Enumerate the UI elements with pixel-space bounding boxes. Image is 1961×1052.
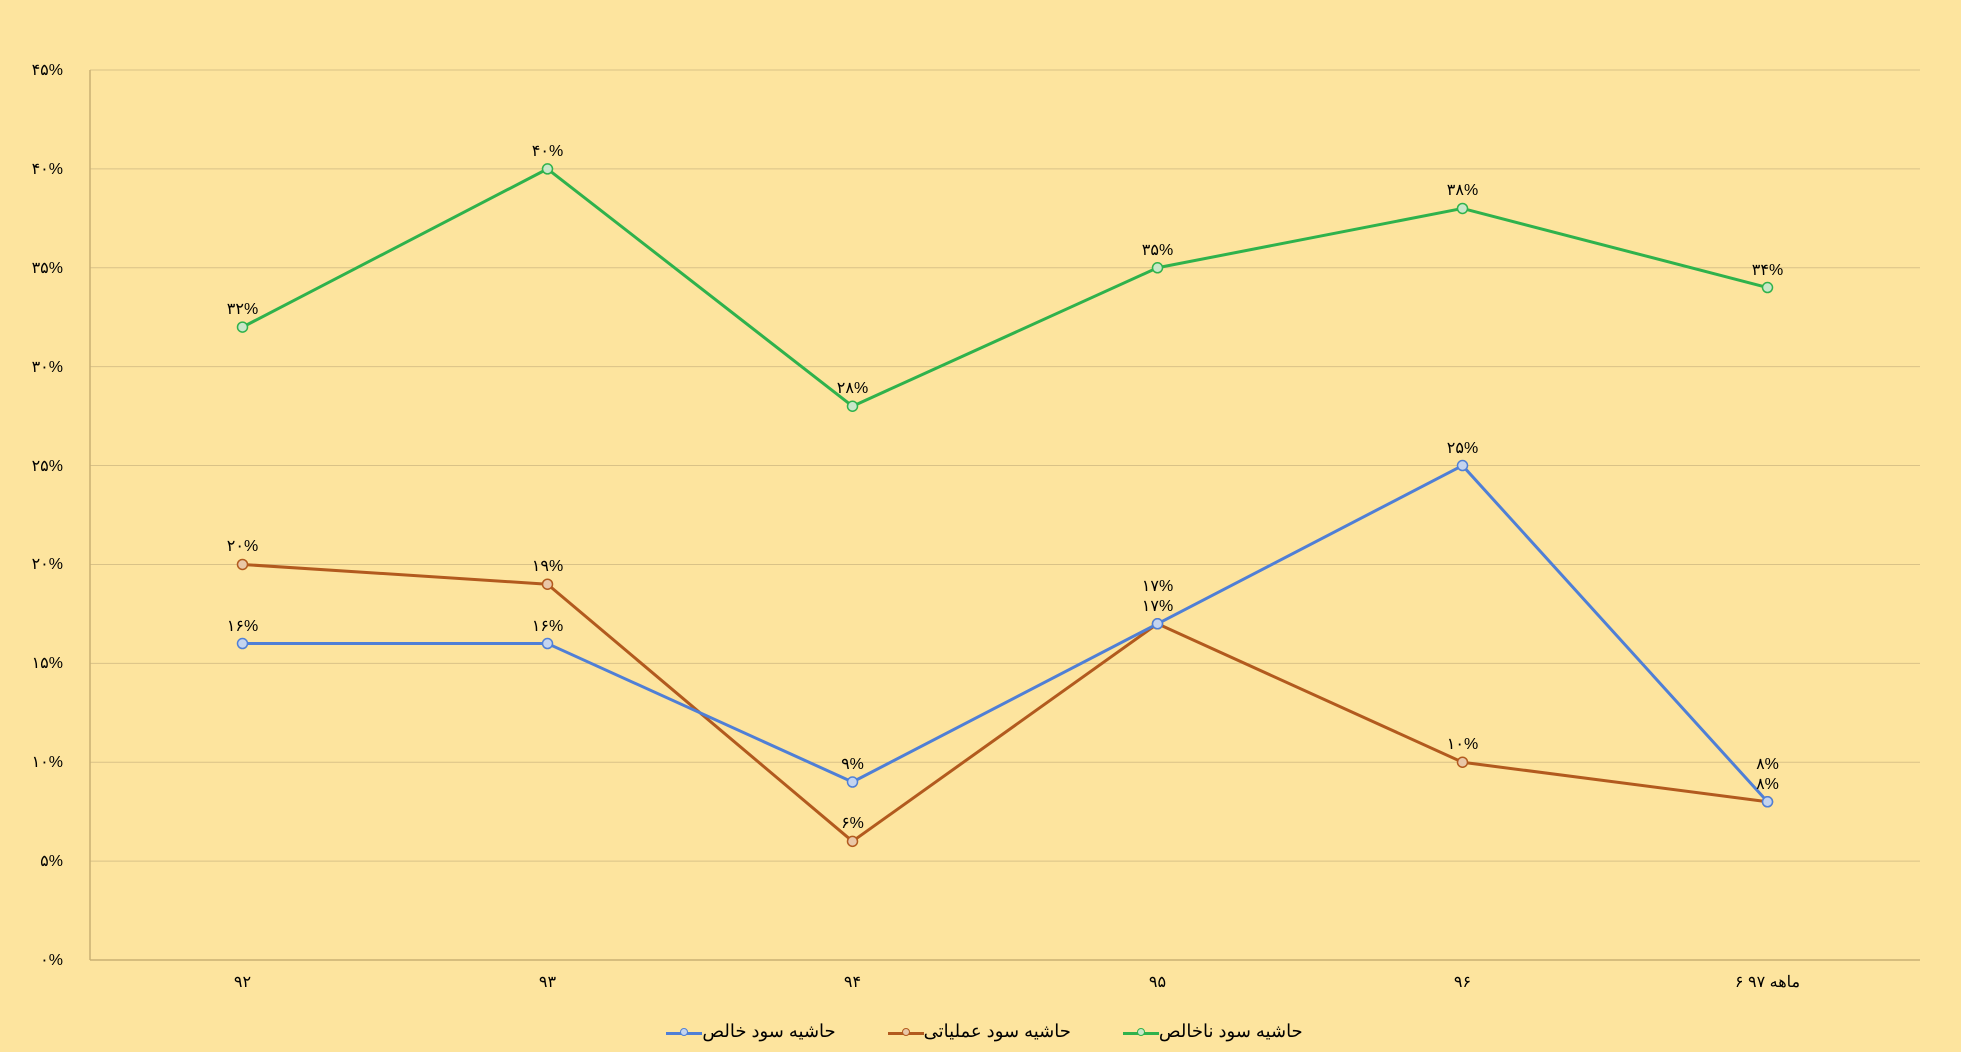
- x-axis-category-label: ۶ ماهه ۹۷: [1735, 972, 1800, 992]
- x-axis-category-label: ۹۲: [234, 972, 251, 992]
- y-axis-tick-label: ۴۰%: [8, 159, 63, 179]
- chart-legend: حاشیه سود خالص حاشیه سود عملیاتی حاشیه سود…: [0, 1016, 1961, 1043]
- y-axis-tick-label: ۳۵%: [8, 258, 63, 278]
- y-axis-tick-label: ۱۵%: [8, 653, 63, 673]
- data-point-label: ۲۸%: [837, 378, 868, 398]
- data-point-label: ۶%: [841, 813, 864, 833]
- data-point-label: ۳۸%: [1447, 180, 1478, 200]
- data-point-label: ۸%: [1756, 774, 1779, 794]
- data-point-label: ۳۵%: [1142, 240, 1173, 260]
- y-axis-tick-label: ۰%: [8, 950, 63, 970]
- data-point-label: ۱۰%: [1447, 734, 1478, 754]
- x-axis-category-label: ۹۳: [539, 972, 556, 992]
- y-axis-tick-label: ۲۵%: [8, 456, 63, 476]
- legend-label: حاشیه سود ناخالص: [1159, 1021, 1303, 1042]
- data-point-label: ۳۲%: [227, 299, 258, 319]
- legend-item-gross: حاشیه سود ناخالص: [1115, 1021, 1303, 1042]
- legend-item-operating: حاشیه سود عملیاتی: [880, 1021, 1071, 1042]
- chart-plot-area: [0, 0, 1961, 1052]
- y-axis-tick-label: ۴۵%: [8, 60, 63, 80]
- data-point-label: ۱۷%: [1142, 576, 1173, 596]
- data-point-label: ۴۰%: [532, 141, 563, 161]
- legend-label: حاشیه سود عملیاتی: [924, 1021, 1071, 1042]
- legend-label: حاشیه سود خالص: [702, 1021, 835, 1042]
- y-axis-tick-label: ۳۰%: [8, 357, 63, 377]
- x-axis-category-label: ۹۵: [1149, 972, 1166, 992]
- data-point-label: ۲۰%: [227, 536, 258, 556]
- profit-margin-chart: «حاشیه سود «غاذر ۰%۵%۱۰%۱۵%۲۰%۲۵%۳۰%۳۵%۴…: [0, 0, 1961, 1052]
- y-axis-tick-label: ۲۰%: [8, 554, 63, 574]
- data-point-label: ۸%: [1756, 754, 1779, 774]
- data-point-label: ۲۵%: [1447, 438, 1478, 458]
- x-axis-category-label: ۹۴: [844, 972, 861, 992]
- data-point-label: ۱۶%: [227, 616, 258, 636]
- legend-item-net: حاشیه سود خالص: [658, 1021, 835, 1042]
- data-point-label: ۳۴%: [1752, 260, 1783, 280]
- y-axis-tick-label: ۱۰%: [8, 752, 63, 772]
- x-axis-category-label: ۹۶: [1454, 972, 1471, 992]
- data-point-label: ۹%: [841, 754, 864, 774]
- data-point-label: ۱۹%: [532, 556, 563, 576]
- data-point-label: ۱۶%: [532, 616, 563, 636]
- data-point-label: ۱۷%: [1142, 596, 1173, 616]
- y-axis-tick-label: ۵%: [8, 851, 63, 871]
